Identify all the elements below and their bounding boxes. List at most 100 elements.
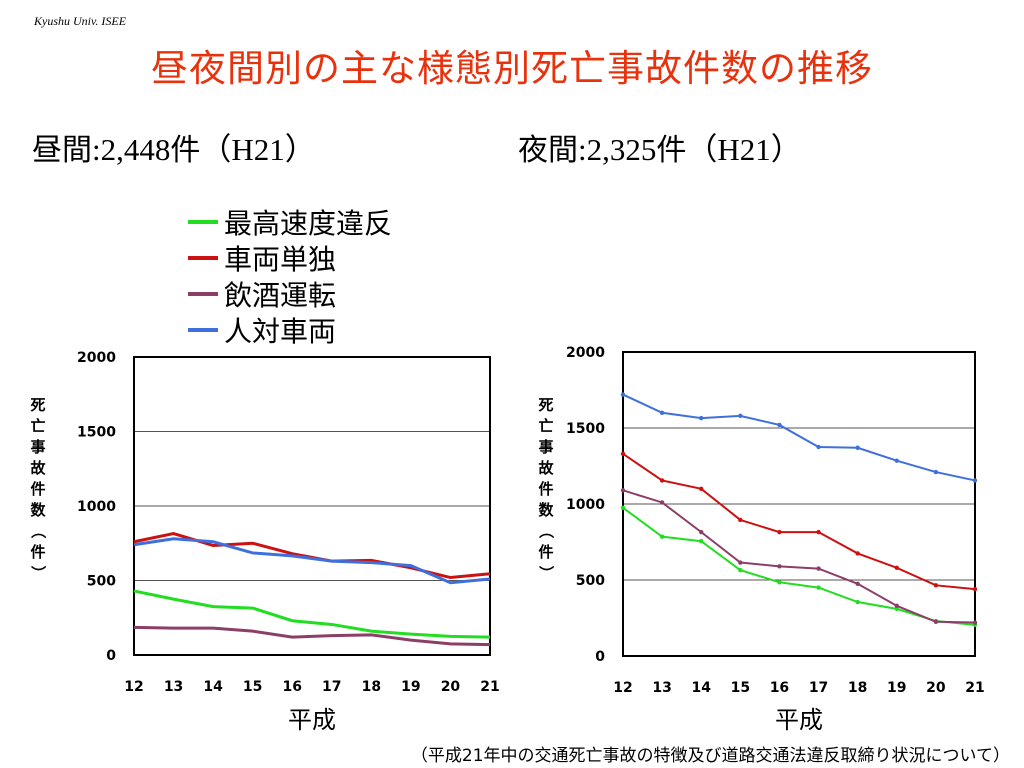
night-series-point xyxy=(738,560,743,565)
night-series-point xyxy=(777,529,782,535)
day-x-tick-label: 20 xyxy=(441,679,461,695)
legend-item-drunk-driving: 飲酒運転 xyxy=(188,276,392,312)
night-series-point xyxy=(933,583,939,588)
legend-label: 飲酒運転 xyxy=(224,279,337,312)
night-series-point xyxy=(816,529,821,535)
day-x-tick-label: 13 xyxy=(164,679,183,695)
night-y-tick-label: 500 xyxy=(576,573,605,589)
night-x-tick-label: 16 xyxy=(770,680,789,696)
day-y-axis-label-char: 亡 xyxy=(30,417,45,435)
legend-label: 車両単独 xyxy=(224,243,337,276)
credit-text: Kyushu Univ. ISEE xyxy=(34,14,127,28)
night-series-line xyxy=(622,489,976,624)
day-subtitle-prefix: 昼間 xyxy=(32,133,92,168)
night-series-point xyxy=(816,444,821,450)
night-y-axis-label-char: 死 xyxy=(538,396,553,414)
night-plot-frame xyxy=(622,351,976,657)
day-x-axis-label: 平成 xyxy=(288,706,336,734)
day-y-axis-label-char: 故 xyxy=(30,459,46,477)
day-subtitle-year: （H21） xyxy=(200,132,316,167)
day-x-tick-label: 17 xyxy=(322,679,341,695)
night-series-point xyxy=(620,392,626,397)
night-x-axis-label: 平成 xyxy=(775,706,823,734)
day-x-tick-label: 18 xyxy=(362,679,381,695)
night-y-axis-label-char: 故 xyxy=(538,459,554,477)
night-series-point xyxy=(659,410,665,415)
night-series-point xyxy=(933,469,939,475)
legend-swatch xyxy=(188,220,218,224)
chart-legend: 最高速度違反 車両単独 飲酒運転 人対車両 xyxy=(188,204,392,348)
night-series-point xyxy=(777,580,782,585)
night-series-line xyxy=(622,506,976,626)
night-subtitle: 夜間:2,325件（H21） xyxy=(518,124,802,169)
day-y-axis-label-char: 事 xyxy=(30,438,45,456)
night-series-point xyxy=(972,620,978,625)
night-series-point xyxy=(738,413,743,419)
night-subtitle-number: 2,325 xyxy=(586,132,657,167)
day-y-tick-label: 1000 xyxy=(77,499,116,515)
legend-item-speeding: 最高速度違反 xyxy=(188,204,392,240)
night-subtitle-prefix: 夜間 xyxy=(518,133,578,168)
night-y-tick-label: 2000 xyxy=(566,345,605,361)
legend-item-pedestrian: 人対車両 xyxy=(188,312,392,348)
night-y-tick-label: 1000 xyxy=(566,497,605,513)
day-x-tick-label: 14 xyxy=(203,679,223,695)
night-subtitle-year: （H21） xyxy=(686,132,802,167)
night-y-axis-label-char: 件 xyxy=(538,480,553,498)
night-y-axis-label-char: 件 xyxy=(538,543,553,561)
night-series-point xyxy=(699,539,704,544)
night-series-point xyxy=(738,517,743,523)
day-y-axis-label: 死亡事故件数（件） xyxy=(29,396,47,581)
night-series-point xyxy=(816,585,821,590)
day-y-axis-label-char: ） xyxy=(29,565,47,580)
night-series-point xyxy=(855,551,860,556)
day-subtitle-unit: 件 xyxy=(170,133,201,168)
day-y-axis-label-char: 数 xyxy=(30,501,46,519)
day-plot-frame xyxy=(133,356,491,656)
day-subtitle: 昼間:2,448件（H21） xyxy=(32,124,316,169)
night-series-point xyxy=(777,422,782,428)
night-x-tick-label: 12 xyxy=(613,680,632,696)
night-series-point xyxy=(933,619,939,624)
night-y-axis-label-char: ） xyxy=(537,565,555,580)
day-subtitle-sep: : xyxy=(92,132,101,167)
night-series-point xyxy=(659,478,665,483)
night-series-point xyxy=(659,534,665,539)
night-series-point xyxy=(855,445,860,450)
night-series-point xyxy=(699,486,704,491)
night-series-point xyxy=(855,599,860,605)
night-series-point xyxy=(699,529,704,535)
day-y-axis-label-char: 件 xyxy=(30,543,45,561)
day-series-line xyxy=(133,625,491,647)
day-y-axis-label-char: 件 xyxy=(30,480,45,498)
day-y-axis-label-char: （ xyxy=(29,523,47,538)
day-subtitle-number: 2,448 xyxy=(100,132,171,167)
day-x-tick-label: 12 xyxy=(124,679,143,695)
day-series-line xyxy=(133,537,491,585)
night-series-point xyxy=(738,567,743,573)
legend-item-single-vehicle: 車両単独 xyxy=(188,240,392,276)
day-y-tick-label: 500 xyxy=(87,574,116,590)
night-series-point xyxy=(972,586,978,592)
night-series-line xyxy=(622,393,976,482)
night-subtitle-unit: 件 xyxy=(656,133,687,168)
day-x-tick-label: 21 xyxy=(480,679,499,695)
night-x-tick-label: 21 xyxy=(965,680,984,696)
night-y-axis-label-char: 事 xyxy=(538,438,553,456)
night-x-tick-label: 18 xyxy=(848,680,867,696)
source-footnote: （平成21年中の交通死亡事故の特徴及び道路交通法違反取締り状況について） xyxy=(410,746,1010,766)
day-series-line xyxy=(133,589,491,639)
legend-swatch xyxy=(188,328,218,332)
night-series-point xyxy=(620,505,626,510)
night-series-point xyxy=(855,581,860,586)
night-y-axis-label-char: 数 xyxy=(538,501,554,519)
night-x-tick-label: 13 xyxy=(652,680,671,696)
night-y-axis-label-char: （ xyxy=(537,523,555,538)
night-y-tick-label: 1500 xyxy=(566,421,605,437)
night-series-point xyxy=(816,566,821,571)
night-series-point xyxy=(620,451,626,457)
day-y-tick-label: 1500 xyxy=(77,425,116,441)
night-y-axis-label-char: 亡 xyxy=(538,417,553,435)
night-series-point xyxy=(894,606,899,612)
night-x-tick-label: 19 xyxy=(887,680,906,696)
